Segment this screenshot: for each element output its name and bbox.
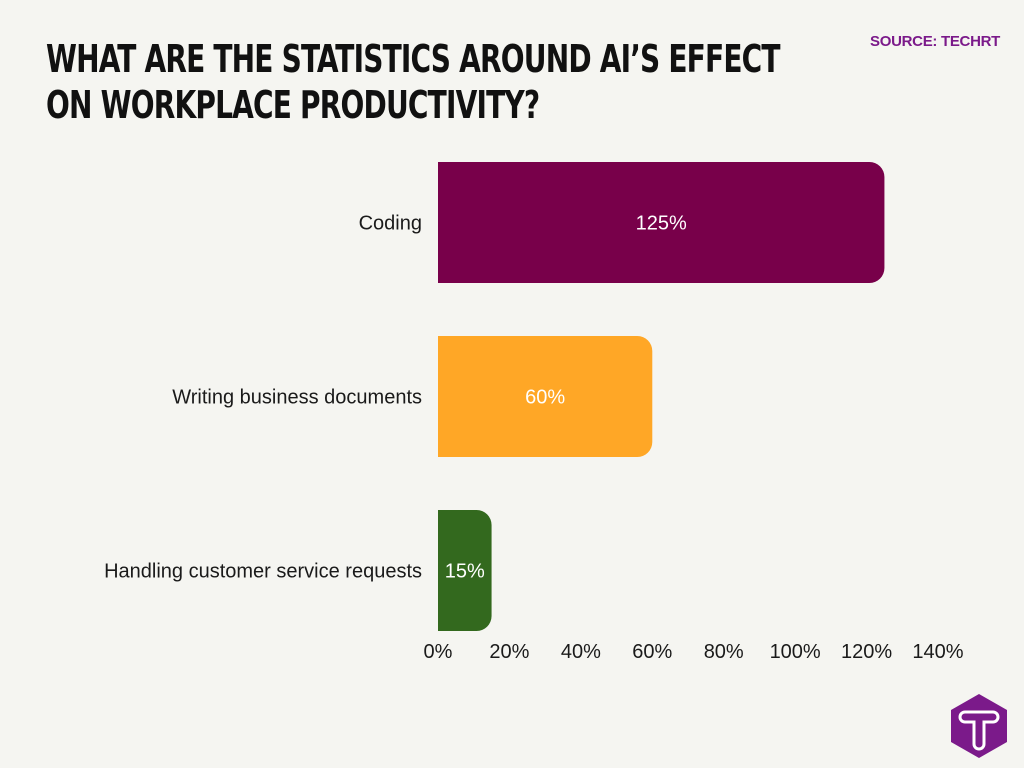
x-tick-label-2: 40% [561,641,601,663]
category-label-1: Writing business documents [172,387,422,409]
bar-0 [438,162,885,283]
title-line-1: WHAT ARE THE STATISTICS AROUND AI’S EFFE… [46,37,781,81]
source-label: SOURCE: TECHRT [870,33,1000,50]
x-tick-label-1: 20% [489,641,529,663]
x-tick-label-3: 60% [632,641,672,663]
techrt-logo-icon [951,694,1007,758]
x-tick-label-7: 140% [912,641,963,663]
title-line-2: ON WORKPLACE PRODUCTIVITY? [46,83,540,127]
bar-1 [438,336,653,457]
category-label-2: Handling customer service requests [104,561,422,583]
category-label-0: Coding [359,213,422,235]
data-label-0: 125% [636,213,687,235]
bar-2 [438,510,492,631]
page-title: WHAT ARE THE STATISTICS AROUND AI’S EFFE… [46,36,781,128]
data-label-2: 15% [445,561,485,583]
x-tick-label-5: 100% [770,641,821,663]
data-label-1: 60% [525,387,565,409]
x-tick-label-6: 120% [841,641,892,663]
x-tick-label-4: 80% [704,641,744,663]
x-tick-label-0: 0% [424,641,453,663]
